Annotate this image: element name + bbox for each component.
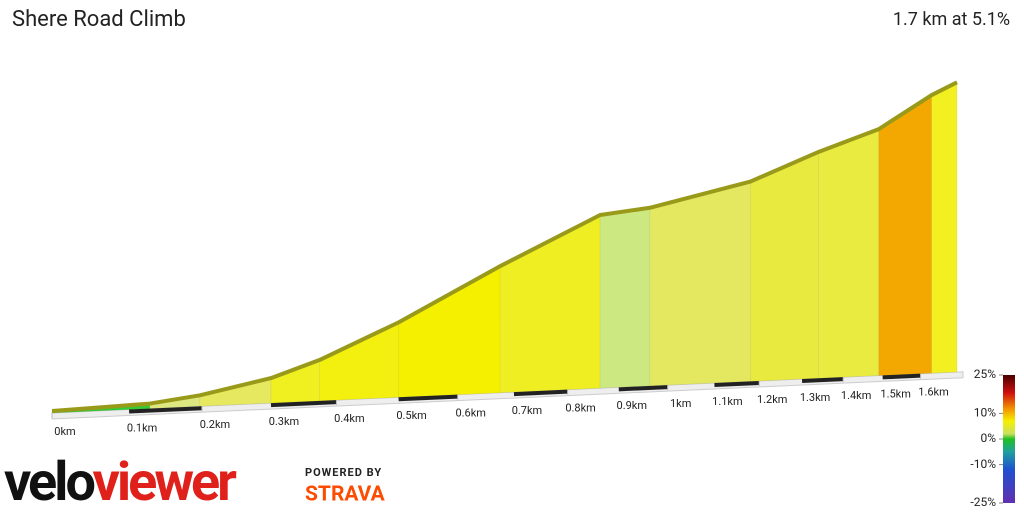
x-tick-label: 0.3km [269, 415, 300, 428]
axis-dash [882, 373, 921, 380]
profile-segment [931, 81, 958, 374]
x-tick-label: 0.7km [512, 404, 543, 417]
axis-dash [618, 385, 668, 392]
colorbar-label: 10% [974, 406, 996, 420]
x-tick-label: 1.3km [800, 391, 831, 404]
x-tick-label: 0.2km [200, 418, 231, 431]
profile-segment [649, 181, 751, 387]
chart-title: Shere Road Climb [12, 7, 186, 32]
x-tick-label: 0km [54, 425, 75, 438]
axis-dash [270, 400, 337, 408]
x-tick-label: 1.4km [841, 389, 872, 402]
profile-segment [319, 321, 399, 402]
axis-dash [801, 377, 844, 384]
x-tick-label: 0.6km [455, 407, 486, 420]
x-tick-label: 0.1km [127, 421, 158, 434]
strava-logo: STRAVA [305, 483, 386, 507]
x-tick-label: 1.1km [712, 395, 743, 408]
x-tick-label: 1.6km [918, 386, 949, 399]
profile-edge [51, 80, 958, 413]
logo: veloviewer [4, 451, 237, 512]
colorbar [1003, 375, 1015, 503]
colorbar-label: 25% [974, 367, 996, 381]
x-tick-label: 1.5km [880, 387, 911, 400]
axis-dash [513, 389, 568, 397]
colorbar-label: 0% [980, 431, 996, 445]
x-tick-label: 0.8km [565, 402, 596, 415]
colorbar-label: -10% [970, 457, 996, 471]
colorbar-label: -25% [970, 495, 996, 509]
axis-dash [714, 380, 760, 387]
profile-segment [750, 151, 820, 382]
axis-dash [398, 394, 458, 402]
x-tick-label: 1km [670, 397, 691, 410]
logo-viewer: viewer [93, 451, 238, 512]
x-tick-label: 0.9km [617, 399, 648, 412]
profile-segment [599, 207, 651, 389]
axis-dash [128, 406, 203, 414]
x-tick-label: 1.2km [757, 393, 788, 406]
profile-segment [818, 128, 880, 379]
profile-segment [270, 359, 321, 404]
profile-segment [878, 94, 932, 376]
x-tick-label: 0.5km [396, 409, 427, 422]
powered-by: POWERED BY [305, 466, 382, 479]
chart-subtitle: 1.7 km at 5.1% [893, 9, 1010, 30]
logo-velo: velo [4, 451, 94, 512]
x-tick-label: 0.4km [334, 412, 365, 425]
profile-segment [398, 265, 501, 398]
